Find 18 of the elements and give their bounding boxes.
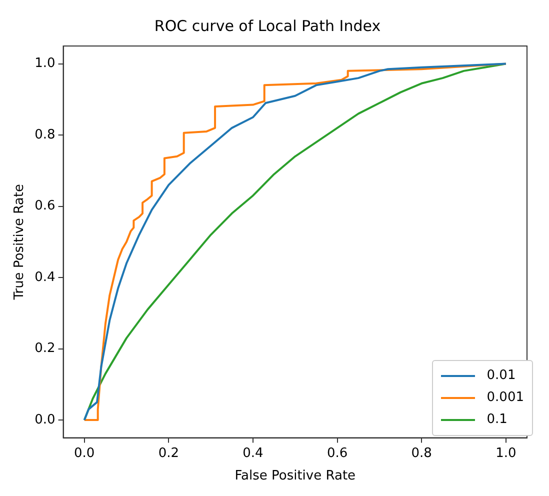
chart-title: ROC curve of Local Path Index <box>154 16 381 35</box>
x-tick-label: 0.4 <box>242 446 264 461</box>
y-tick-label: 1.0 <box>34 56 56 72</box>
y-tick-label: 0.8 <box>34 127 56 142</box>
x-axis-title: False Positive Rate <box>234 468 356 484</box>
x-tick-label: 1.0 <box>496 446 516 461</box>
x-tick-label: 0.6 <box>326 446 348 461</box>
x-tick-label: 0.8 <box>411 446 432 461</box>
y-tick-label: 0.0 <box>34 412 56 428</box>
legend-label: 0.001 <box>486 389 524 407</box>
y-tick-label: 0.4 <box>34 270 56 285</box>
legend-label: 0.01 <box>486 367 516 385</box>
legend-label: 0.1 <box>486 411 508 429</box>
x-tick-label: 0.2 <box>158 446 180 461</box>
y-axis-title: True Positive Rate <box>12 184 28 301</box>
x-tick-label: 0.0 <box>74 446 95 461</box>
y-tick-label: 0.6 <box>34 198 56 214</box>
y-tick-label: 0.2 <box>34 341 56 356</box>
